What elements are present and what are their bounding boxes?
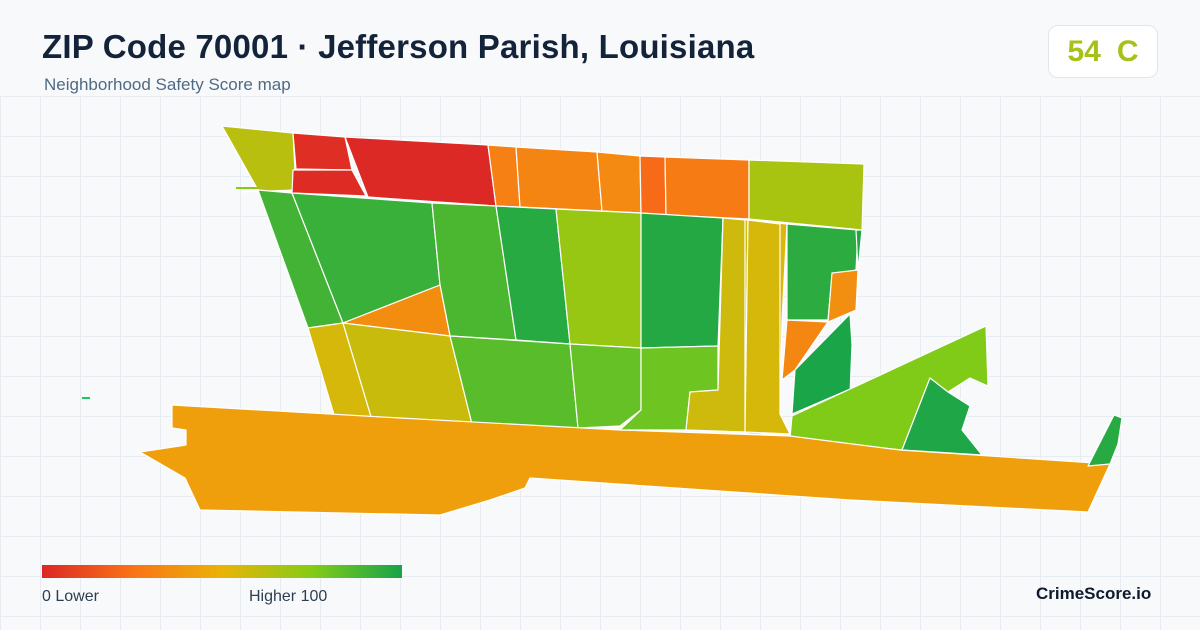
- map-tract[interactable]: [221, 125, 297, 193]
- score-grade: C: [1116, 34, 1139, 68]
- map-tract[interactable]: [139, 404, 1111, 516]
- map-tract[interactable]: [664, 156, 750, 220]
- score-value: 54: [1067, 34, 1101, 68]
- map-tract[interactable]: [292, 132, 353, 171]
- map-tract[interactable]: [449, 335, 579, 429]
- brand-label: CrimeScore.io: [1036, 584, 1152, 603]
- map-tract[interactable]: [1087, 414, 1123, 467]
- map-tract[interactable]: [748, 159, 865, 231]
- page-title: ZIP Code 70001 · Jefferson Parish, Louis…: [42, 28, 755, 65]
- legend-gradient-bar: [42, 565, 402, 578]
- map-tract[interactable]: [827, 269, 859, 323]
- map-tract[interactable]: [569, 343, 642, 429]
- safety-score-badge: 54 C: [1048, 25, 1158, 78]
- map-tract[interactable]: [639, 155, 667, 216]
- map-tract[interactable]: [596, 151, 642, 214]
- page-subtitle: Neighborhood Safety Score map: [44, 75, 291, 94]
- map-tract[interactable]: [555, 208, 642, 349]
- legend-high-label: Higher 100: [249, 588, 328, 605]
- map-tract[interactable]: [640, 212, 724, 349]
- map-tract[interactable]: [855, 229, 863, 271]
- map-tract[interactable]: [744, 219, 791, 435]
- map-tract[interactable]: [291, 169, 367, 197]
- map-tract[interactable]: [344, 136, 497, 207]
- legend-low-label: 0 Lower: [42, 588, 99, 605]
- map-tract[interactable]: [515, 146, 603, 212]
